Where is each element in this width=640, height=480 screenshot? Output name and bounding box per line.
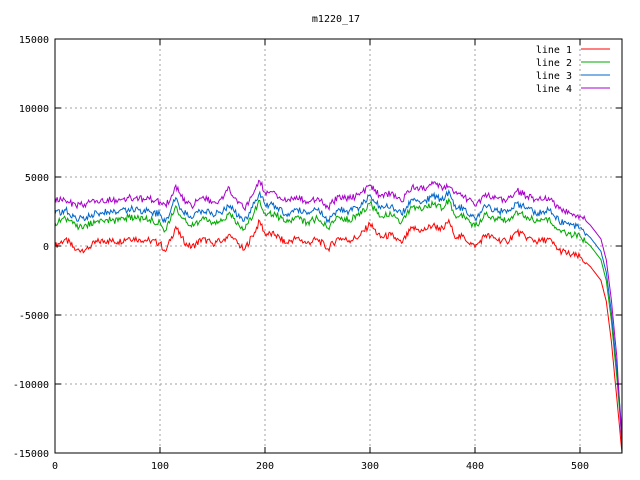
y-tick-label: 0 <box>43 242 49 253</box>
y-tick-label: 15000 <box>19 35 49 46</box>
series-line-1 <box>55 218 622 453</box>
chart-title: m1220_17 <box>312 14 360 25</box>
axis-ticks: 0 100 200 300 400 500 -15000 -10000 -5000 0 5000 10… <box>13 35 622 472</box>
x-tick-label: 200 <box>256 461 274 472</box>
y-tick-label: -10000 <box>13 380 49 391</box>
series-line-4 <box>55 179 622 447</box>
legend-label: line 3 <box>536 71 572 82</box>
y-tick-label: -5000 <box>19 311 49 322</box>
legend-label: line 4 <box>536 84 572 95</box>
x-tick-label: 100 <box>151 461 169 472</box>
grid-lines <box>55 39 622 453</box>
legend: line 1 line 2 line 3 line 4 <box>536 45 610 95</box>
y-tick-label: -15000 <box>13 449 49 460</box>
y-tick-label: 10000 <box>19 104 49 115</box>
series-line-2 <box>55 197 622 440</box>
legend-label: line 2 <box>536 58 572 69</box>
legend-label: line 1 <box>536 45 572 56</box>
x-tick-label: 300 <box>361 461 379 472</box>
series-lines <box>55 179 622 453</box>
x-tick-label: 0 <box>52 461 58 472</box>
x-tick-label: 500 <box>571 461 589 472</box>
x-tick-label: 400 <box>466 461 484 472</box>
y-tick-label: 5000 <box>25 173 49 184</box>
series-line-3 <box>55 189 622 433</box>
